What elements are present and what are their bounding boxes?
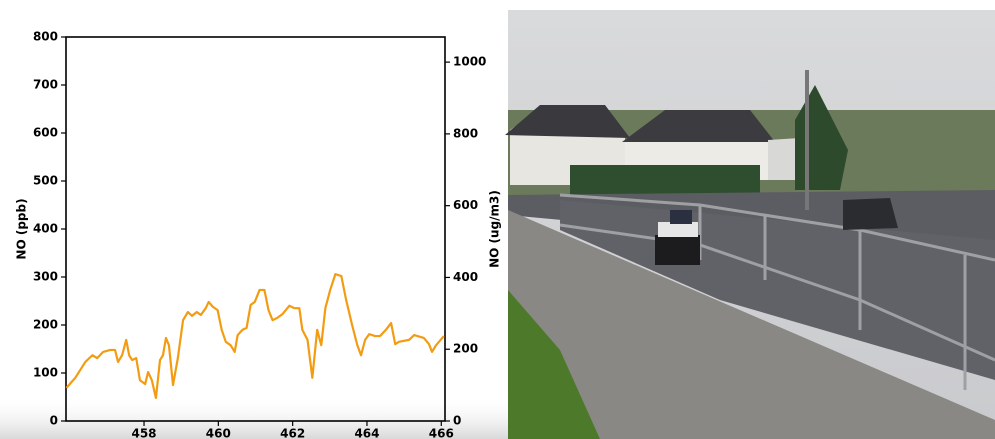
y-tick-label: 800 bbox=[33, 30, 58, 44]
y2-tick-label: 400 bbox=[453, 270, 478, 284]
y-tick-label: 400 bbox=[33, 222, 58, 236]
y2-tick-label: 800 bbox=[453, 126, 478, 140]
y-tick-label: 300 bbox=[33, 270, 58, 284]
y-axis-label: NO (ppb) bbox=[15, 198, 29, 259]
y-tick-label: 600 bbox=[33, 126, 58, 140]
y2-tick-label: 600 bbox=[453, 198, 478, 212]
x-tick-label: 464 bbox=[354, 427, 379, 439]
data-line bbox=[65, 273, 445, 400]
x-tick-label: 458 bbox=[131, 427, 156, 439]
y-tick-label: 200 bbox=[33, 318, 58, 332]
y-tick-label: 500 bbox=[33, 174, 58, 188]
bottom-fade bbox=[0, 395, 508, 439]
y-tick-label: 100 bbox=[33, 366, 58, 380]
y2-tick-label: 200 bbox=[453, 342, 478, 356]
plot-frame bbox=[65, 36, 446, 422]
x-tick-label: 466 bbox=[429, 427, 454, 439]
y-tick-label: 700 bbox=[33, 78, 58, 92]
y2-tick-label: 1000 bbox=[453, 55, 486, 69]
x-tick-label: 462 bbox=[280, 427, 305, 439]
y2-tick-label: 0 bbox=[453, 414, 461, 428]
photo bbox=[505, 10, 995, 439]
x-tick-label: 460 bbox=[206, 427, 231, 439]
y-tick-label: 0 bbox=[50, 414, 58, 428]
y2-axis-label: NO (ug/m3) bbox=[488, 190, 502, 268]
